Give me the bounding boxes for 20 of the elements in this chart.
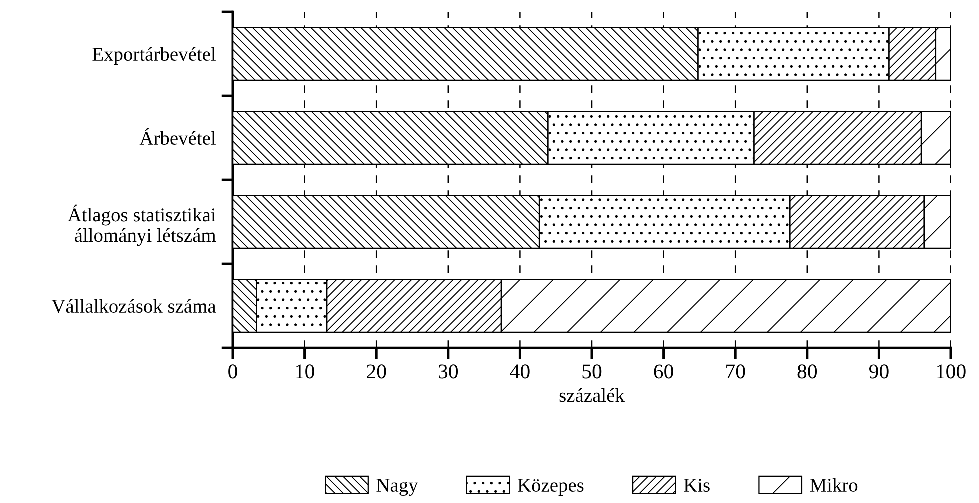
y-tick-label: Exportárbevétel [92,47,216,65]
x-tick-label: 80 [798,364,818,379]
x-tick-label: 30 [438,364,458,379]
legend-label: Kis [684,478,710,492]
x-tick-label: 100 [937,364,966,379]
x-tick-label: 70 [726,364,746,379]
legend-label: Mikro [810,478,858,492]
y-tick-label: Vállalkozások száma [52,299,216,314]
x-tick-label: 90 [869,364,889,379]
x-tick-label: 60 [654,364,674,379]
x-axis-title: százalék [560,388,625,402]
legend-label: Nagy [376,479,418,496]
x-tick-label: 50 [582,364,602,379]
y-tick-label: Átlagos statisztikai állományi létszám [68,204,216,246]
x-tick-label: 0 [228,364,238,379]
y-tick-label: Árbevétel [140,128,216,146]
x-tick-label: 40 [510,364,530,379]
x-tick-label: 20 [367,364,386,379]
legend-label: Közepes [518,479,584,496]
x-tick-label: 10 [296,364,314,379]
